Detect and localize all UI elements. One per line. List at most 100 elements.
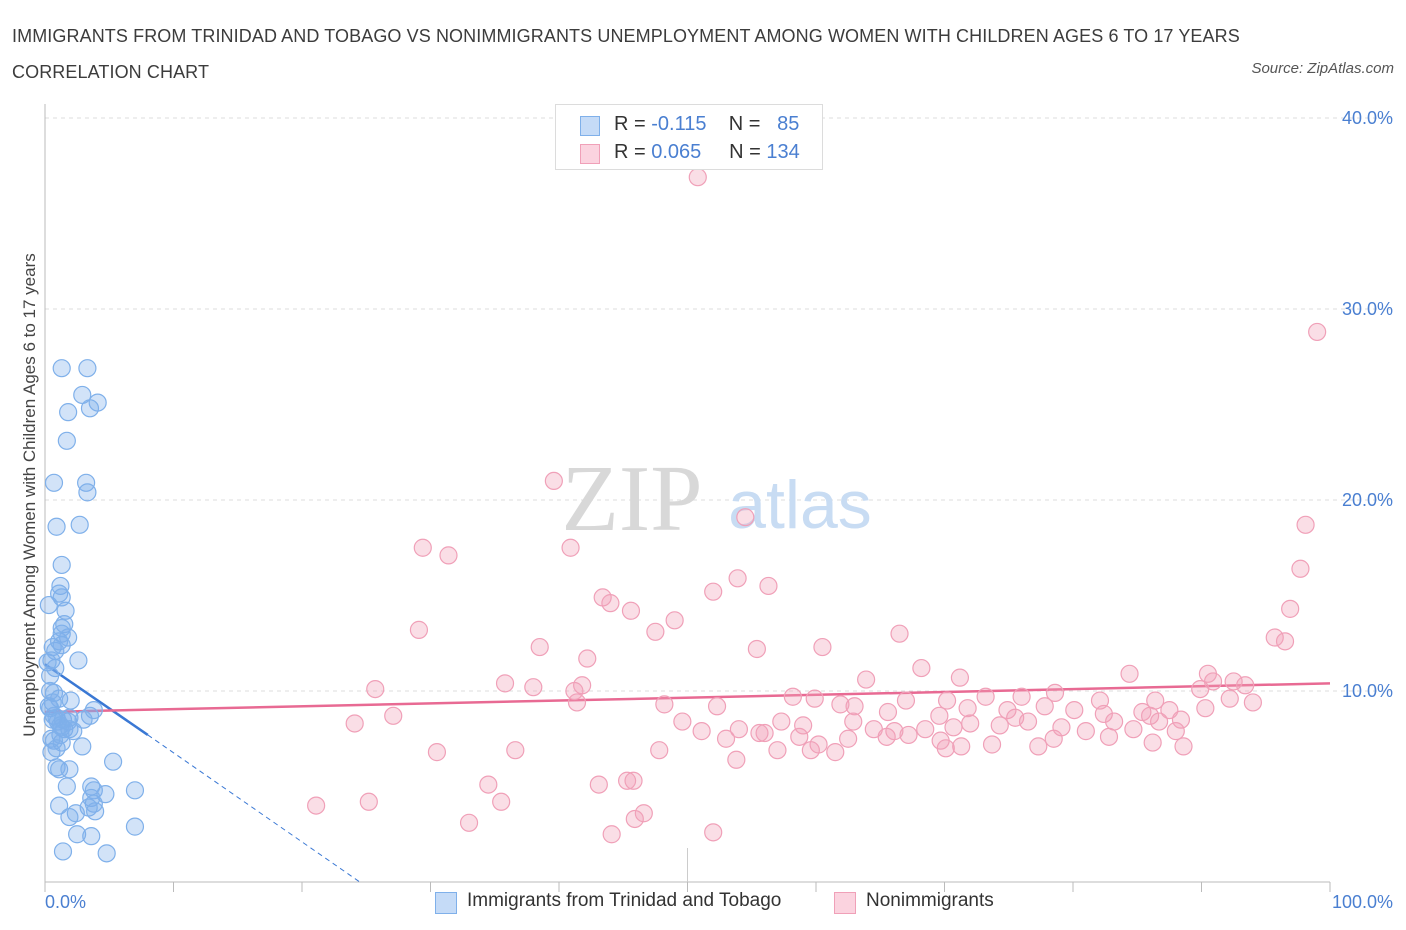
nonimmigrants-point xyxy=(492,792,511,811)
nonimmigrants-point xyxy=(634,804,653,823)
immigrants-point xyxy=(125,817,145,836)
nonimmigrants-point xyxy=(899,725,918,745)
y-tick-label: 30.0% xyxy=(1342,299,1393,319)
immigrants-point xyxy=(53,842,73,861)
nonimmigrants-point xyxy=(646,622,665,641)
nonimmigrants-point xyxy=(998,700,1017,720)
nonimmigrants-point xyxy=(896,691,916,710)
nonimmigrants-point xyxy=(750,723,769,743)
legend-label: Nonimmigrants xyxy=(866,890,994,911)
nonimmigrants-point xyxy=(1265,628,1284,647)
nonimmigrants-point xyxy=(1281,599,1300,618)
nonimmigrants-point xyxy=(801,741,820,760)
nonimmigrants-point xyxy=(601,594,620,613)
nonimmigrants-trend-line xyxy=(44,682,1331,714)
nonimmigrants-point xyxy=(831,695,850,714)
nonimmigrants-point xyxy=(359,792,378,811)
nonimmigrants-point xyxy=(768,741,787,760)
nonimmigrants-point xyxy=(1236,676,1255,695)
nonimmigrants-point xyxy=(692,722,711,741)
nonimmigrants-point xyxy=(877,727,896,746)
nonimmigrants-point xyxy=(890,624,909,643)
nonimmigrants-point xyxy=(826,743,845,762)
stats-legend: R = -0.115 N = 85 R = 0.065 N = 134 xyxy=(555,104,823,170)
nonimmigrants-point xyxy=(845,697,864,716)
nonimmigrants-point xyxy=(982,735,1002,754)
nonimmigrants-point xyxy=(844,712,863,731)
nonimmigrants-point xyxy=(439,546,458,565)
n-value: 134 xyxy=(766,141,800,163)
nonimmigrants-point xyxy=(958,699,977,718)
nonimmigrants-point xyxy=(707,697,727,716)
nonimmigrants-point xyxy=(1296,515,1315,534)
nonimmigrants-legend-swatch xyxy=(834,892,856,914)
immigrants-trend-line xyxy=(44,663,149,736)
immigrants-point xyxy=(47,517,66,536)
r-value: 0.065 xyxy=(651,141,702,163)
nonimmigrants-point xyxy=(878,702,898,722)
chart-legend: Immigrants from Trinidad and Tobago Noni… xyxy=(0,888,1406,918)
nonimmigrants-point xyxy=(621,601,641,620)
nonimmigrants-point xyxy=(857,670,876,689)
immigrants-point xyxy=(73,737,92,756)
nonimmigrants-point xyxy=(976,687,995,706)
nonimmigrants-point xyxy=(1045,683,1065,703)
legend-label: Immigrants from Trinidad and Tobago xyxy=(467,890,782,911)
immigrants-point xyxy=(77,473,96,492)
nonimmigrants-point xyxy=(961,714,980,733)
nonimmigrants-point xyxy=(1044,729,1063,748)
immigrants-legend-swatch xyxy=(435,892,457,914)
nonimmigrants-point xyxy=(573,676,592,695)
nonimmigrants-point xyxy=(427,743,447,762)
nonimmigrants-point xyxy=(1076,722,1095,741)
source-credit: Source: ZipAtlas.com xyxy=(1251,60,1394,77)
immigrants-point xyxy=(78,359,97,378)
immigrants-swatch xyxy=(580,116,600,136)
nonimmigrants-point xyxy=(345,714,364,733)
nonimmigrants-point xyxy=(783,687,802,706)
nonimmigrants-point xyxy=(688,168,707,187)
nonimmigrants-point xyxy=(930,706,949,725)
immigrants-point xyxy=(41,666,60,685)
nonimmigrants-point xyxy=(1174,737,1193,756)
nonimmigrants-point xyxy=(936,739,955,758)
nonimmigrants-point xyxy=(952,737,971,756)
nonimmigrants-point xyxy=(1012,687,1031,706)
nonimmigrants-point xyxy=(839,729,858,748)
nonimmigrants-point xyxy=(413,538,432,557)
x-tick-label: 100.0% xyxy=(1332,892,1393,912)
nonimmigrants-point xyxy=(307,796,326,815)
nonimmigrants-point xyxy=(1094,704,1113,724)
nonimmigrants-point xyxy=(704,823,723,842)
nonimmigrants-point xyxy=(729,720,749,739)
immigrants-point xyxy=(70,515,89,534)
nonimmigrants-point xyxy=(409,620,429,639)
nonimmigrants-point xyxy=(727,750,746,769)
nonimmigrants-point xyxy=(1191,679,1210,699)
immigrants-point xyxy=(60,807,79,827)
nonimmigrants-point xyxy=(1029,737,1048,756)
nonimmigrants-point xyxy=(716,729,736,748)
nonimmigrants-point xyxy=(1018,712,1038,731)
immigrants-point xyxy=(61,691,80,710)
immigrants-point xyxy=(125,781,145,800)
nonimmigrants-point xyxy=(794,716,813,735)
nonimmigrants-point xyxy=(944,718,963,737)
immigrants-point xyxy=(44,683,64,703)
immigrants-point xyxy=(42,729,61,748)
immigrants-point xyxy=(60,760,79,779)
y-tick-label: 40.0% xyxy=(1342,108,1393,128)
immigrants-point xyxy=(47,739,66,758)
nonimmigrants-point xyxy=(1140,706,1160,725)
nonimmigrants-point xyxy=(650,741,669,760)
immigrants-point xyxy=(57,777,76,796)
immigrants-point xyxy=(78,483,97,502)
nonimmigrants-point xyxy=(589,775,608,794)
immigrants-point xyxy=(39,595,58,615)
nonimmigrants-point xyxy=(618,771,637,790)
immigrants-point xyxy=(64,722,83,741)
y-tick-label: 20.0% xyxy=(1342,490,1393,510)
nonimmigrants-point xyxy=(1275,632,1295,651)
immigrants-point xyxy=(52,555,71,575)
